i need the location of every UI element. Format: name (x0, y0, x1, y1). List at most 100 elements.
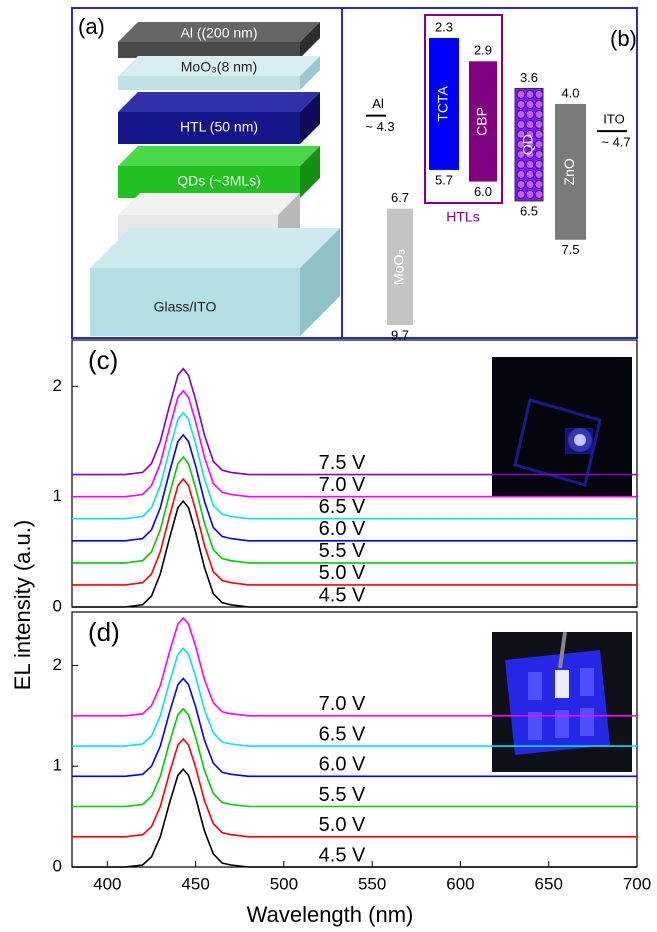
spectrum-line (72, 433, 637, 542)
y-tick-label: 1 (53, 756, 62, 775)
qd-dot (534, 189, 544, 199)
x-tick-label: 700 (623, 874, 651, 893)
energy-box (469, 61, 497, 182)
layer-front (90, 268, 300, 336)
qd-dot (516, 169, 526, 179)
qd-dot (525, 99, 535, 109)
x-tick-label: 550 (358, 874, 386, 893)
y-tick-label: 2 (53, 376, 62, 395)
energy-label: 5.7 (435, 172, 453, 187)
qd-dot (534, 129, 544, 139)
spectrum-line (72, 767, 637, 868)
layer-label: Al ((200 nm) (180, 25, 257, 41)
energy-label: 6.5 (520, 203, 538, 218)
layer-front (118, 42, 300, 58)
qd-dot (534, 179, 544, 189)
qd-dot (534, 99, 544, 109)
spectrum-line (72, 477, 637, 586)
qd-dot (534, 159, 544, 169)
layer-front (118, 76, 300, 90)
qd-dot (516, 129, 526, 139)
qd-dot (516, 179, 526, 189)
series-label: 5.0 V (319, 814, 366, 836)
energy-label: 6.7 (391, 190, 409, 205)
energy-box (429, 38, 459, 170)
layer-label: QDs (~3MLs) (177, 173, 261, 189)
energy-label: 7.5 (561, 242, 579, 257)
qd-dot (525, 149, 535, 159)
htl-group-label: HTLs (446, 209, 479, 225)
qd-dot (516, 149, 526, 159)
layer-top (118, 146, 320, 166)
qd-dot (534, 169, 544, 179)
series-label: 6.5 V (319, 723, 366, 745)
material-label: CBP (474, 107, 490, 136)
series-label: 7.0 V (319, 693, 366, 715)
layer-top (118, 56, 320, 76)
x-tick-label: 650 (535, 874, 563, 893)
y-tick-label: 0 (53, 856, 62, 875)
energy-label: ~ 4.3 (365, 119, 394, 134)
layer-top (90, 228, 340, 268)
x-axis-label: Wavelength (nm) (247, 902, 414, 927)
x-tick-label: 400 (93, 874, 121, 893)
qd-dot (525, 109, 535, 119)
qd-dot (534, 89, 544, 99)
qd-dot (534, 109, 544, 119)
energy-label: 2.9 (474, 43, 492, 58)
panel-label: (c) (88, 345, 118, 375)
series-label: 7.5 V (319, 452, 366, 474)
x-tick-label: 500 (270, 874, 298, 893)
qd-dot (525, 129, 535, 139)
spectrum-line (72, 367, 637, 476)
qd-dot (516, 139, 526, 149)
layer-top (118, 92, 320, 112)
energy-box (387, 208, 413, 326)
spectrum-line (72, 411, 637, 520)
qd-dot (534, 119, 544, 129)
series-label: 7.0 V (319, 474, 366, 496)
layer: HTL (50 nm) (118, 92, 320, 144)
material-label: TCTA (435, 86, 451, 122)
qd-dot (525, 179, 535, 189)
layer-label: MoO₃(8 nm) (181, 59, 258, 75)
x-tick-label: 450 (181, 874, 209, 893)
qd-dot (516, 99, 526, 109)
qd-dot (525, 169, 535, 179)
layer-side (300, 56, 320, 90)
material-label: Al (372, 96, 384, 111)
spectrum-line (72, 389, 637, 498)
panel-label: (a) (78, 14, 105, 39)
series-label: 6.5 V (319, 496, 366, 518)
spectrum-line (72, 616, 637, 717)
energy-box (555, 103, 586, 240)
layer: QDs (~3MLs) (118, 146, 320, 198)
series-label: 6.0 V (319, 754, 366, 776)
layer-label: HTL (50 nm) (180, 119, 258, 135)
top-frame (71, 7, 638, 339)
layer-top (118, 22, 320, 42)
material-label: MoO₃ (391, 249, 407, 285)
y-tick-label: 2 (53, 655, 62, 674)
layer: MoO₃(8 nm) (118, 56, 320, 90)
energy-label: 9.7 (391, 328, 409, 343)
spectrum-line (72, 707, 637, 808)
inset-photo-c (492, 357, 632, 497)
inset-photo-d (492, 631, 632, 772)
spectrum-line (72, 499, 637, 608)
qd-dot (525, 89, 535, 99)
qd-dot (525, 119, 535, 129)
spectrum-line (72, 677, 637, 778)
series-label: 5.5 V (319, 784, 366, 806)
qd-dot (516, 89, 526, 99)
layer-front (118, 112, 300, 144)
layer: Al ((200 nm) (118, 22, 320, 58)
layer-side (300, 92, 320, 144)
qd-dot (525, 159, 535, 169)
qd-dot (534, 139, 544, 149)
htl-group-box (424, 14, 503, 204)
series-label: 5.0 V (319, 562, 366, 584)
panel-label: (d) (88, 617, 120, 647)
energy-label: 2.3 (435, 19, 453, 34)
